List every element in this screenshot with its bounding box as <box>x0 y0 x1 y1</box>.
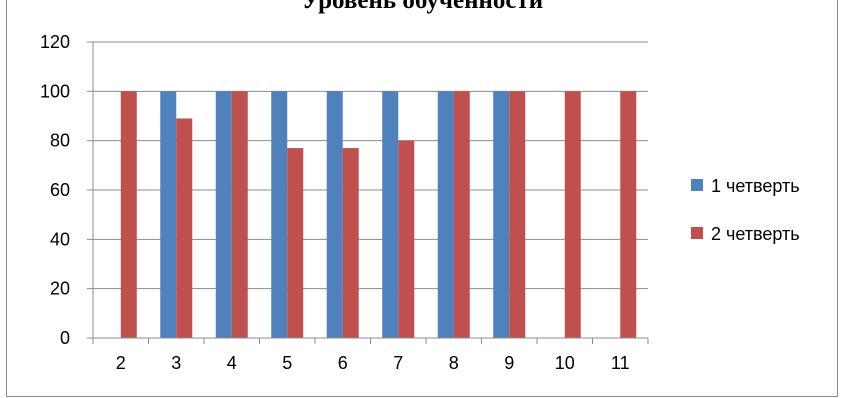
x-tick-label: 6 <box>338 353 348 373</box>
legend-swatch <box>691 227 703 239</box>
bar-1 <box>215 91 232 338</box>
x-tick-label: 4 <box>227 353 237 373</box>
bar-2 <box>453 91 470 338</box>
y-tick-label: 120 <box>40 32 70 52</box>
legend: 1 четверть 2 четверть <box>691 176 800 244</box>
tick-labels: 0 20 40 60 80 100 120 2 3 4 5 6 7 8 9 10 11 <box>40 32 630 373</box>
bar-2 <box>398 140 415 338</box>
y-tick-label: 80 <box>50 131 70 151</box>
bar-1 <box>326 91 343 338</box>
chart-title: Уровень обученности <box>301 0 544 14</box>
bar-1 <box>271 91 288 338</box>
y-tick-label: 0 <box>60 328 70 348</box>
bar-2 <box>564 91 581 338</box>
x-tick-label: 2 <box>116 353 126 373</box>
legend-swatch <box>691 179 703 191</box>
axes <box>87 41 649 344</box>
bar-2 <box>231 91 248 338</box>
x-tick-label: 10 <box>555 353 575 373</box>
y-tick-label: 60 <box>50 180 70 200</box>
bar-2 <box>509 91 526 338</box>
bar-2 <box>120 91 137 338</box>
x-tick-label: 5 <box>282 353 292 373</box>
y-tick-label: 20 <box>50 279 70 299</box>
y-tick-label: 40 <box>50 229 70 249</box>
bar-2 <box>287 148 304 338</box>
x-tick-label: 11 <box>611 353 630 373</box>
legend-label: 2 четверть <box>711 224 800 244</box>
x-tick-label: 8 <box>449 353 459 373</box>
bar-1 <box>382 91 399 338</box>
chart-area <box>6 0 838 397</box>
bar-1 <box>160 91 177 338</box>
y-tick-label: 100 <box>40 81 70 101</box>
x-tick-label: 3 <box>171 353 181 373</box>
bar-2 <box>342 148 359 338</box>
bar-1 <box>493 91 510 338</box>
bars <box>120 91 637 338</box>
legend-label: 1 четверть <box>711 176 800 196</box>
bar-2 <box>176 118 193 338</box>
x-tick-label: 9 <box>504 353 514 373</box>
x-tick-label: 7 <box>393 353 403 373</box>
bar-1 <box>437 91 454 338</box>
bar-2 <box>620 91 637 338</box>
